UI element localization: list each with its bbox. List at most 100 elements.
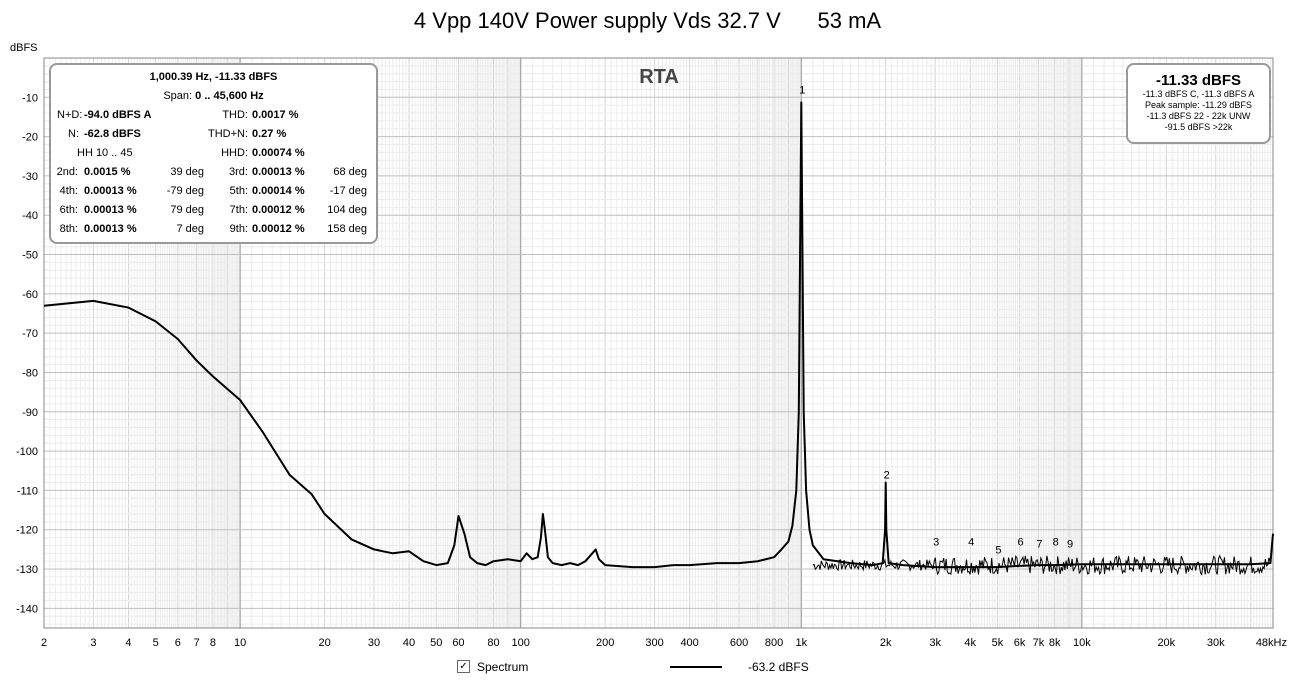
harmonic-label: 5th: [229, 185, 248, 197]
thdn-label: THD+N: [207, 128, 248, 140]
harmonic-label: 8th: [59, 223, 78, 235]
harmonic-row: 2nd: 0.0015 % 39 deg 3rd: 0.00013 % 68 d… [51, 166, 376, 184]
harmonic-marker-7: 7 [1036, 538, 1042, 550]
y-tick-label: -120 [16, 525, 38, 537]
harmonic-value: 0.00014 % [252, 185, 305, 197]
chart-title: 4 Vpp 140V Power supply Vds 32.7 V 53 mA [413, 8, 882, 33]
harmonic-label: 6th: [59, 204, 78, 216]
y-tick-label: -50 [22, 250, 38, 262]
y-tick-label: -10 [22, 92, 38, 104]
noise-floor [812, 554, 1271, 576]
hhd-value: 0.00074 % [252, 147, 305, 159]
harmonic-markers: 1 2 3 4 5 6 7 8 9 [799, 84, 1073, 556]
harmonic-phase: 79 deg [170, 204, 204, 216]
rms-main-value: -11.33 dBFS [1155, 72, 1242, 89]
x-tick-label: 3k [929, 637, 941, 649]
harmonic-label: 2nd: [56, 166, 78, 178]
spectrum-label[interactable]: Spectrum [477, 660, 529, 674]
harmonic-phase: 7 deg [176, 223, 204, 235]
harmonic-marker-3: 3 [933, 536, 939, 548]
x-tick-label: 6 [175, 637, 181, 649]
y-tick-label: -40 [22, 210, 38, 222]
legend-line-swatch [670, 666, 722, 668]
span-label: Span: [163, 90, 193, 102]
frequency-level-readout: 1,000.39 Hz, -11.33 dBFS [149, 71, 278, 83]
harmonic-label: 3rd: [229, 166, 248, 178]
harmonic-value: 0.00013 % [252, 166, 305, 178]
x-tick-label: 2 [41, 637, 47, 649]
x-tick-label: 6k [1014, 637, 1026, 649]
x-tick-label: 3 [90, 637, 96, 649]
thd-value: 0.0017 % [252, 109, 299, 121]
x-tick-label: 20 [318, 637, 330, 649]
spectrum-checkbox[interactable]: ✓ [457, 660, 470, 673]
x-tick-label: 800 [765, 637, 783, 649]
harmonic-marker-6: 6 [1018, 536, 1024, 548]
harmonic-phase: -17 deg [329, 185, 367, 197]
y-tick-label: -20 [22, 132, 38, 144]
legend: ✓ Spectrum -63.2 dBFS [0, 656, 1295, 680]
x-tick-label: 8k [1049, 637, 1061, 649]
harmonic-phase: 104 deg [327, 204, 367, 216]
harmonic-value: 0.00012 % [252, 223, 305, 235]
harmonic-marker-5: 5 [995, 544, 1001, 556]
y-tick-label: -80 [22, 367, 38, 379]
harmonic-marker-2: 2 [884, 470, 890, 482]
nd-label: N+D: [57, 109, 83, 121]
x-tick-label: 5k [992, 637, 1004, 649]
span-value: 0 .. 45,600 Hz [195, 90, 264, 102]
harmonic-value: 0.00013 % [84, 204, 137, 216]
plot-frame [43, 57, 1274, 629]
harmonic-marker-1: 1 [799, 84, 805, 96]
harmonic-row: 8th: 0.00013 % 7 deg 9th: 0.00012 % 158 … [51, 223, 376, 241]
n-label: N: [68, 128, 79, 140]
y-tick-label: -100 [16, 446, 38, 458]
harmonic-phase: 158 deg [327, 223, 367, 235]
harmonic-phase: 68 deg [333, 166, 367, 178]
harmonic-label: 4th: [59, 185, 78, 197]
x-tick-label: 20k [1157, 637, 1175, 649]
x-tick-label: 200 [596, 637, 614, 649]
harmonic-value: 0.00013 % [84, 223, 137, 235]
x-tick-label: 2k [880, 637, 892, 649]
harmonic-label: 9th: [229, 223, 248, 235]
x-tick-label: 48kHz [1256, 637, 1287, 649]
legend-level-value: -63.2 dBFS [748, 660, 809, 674]
x-tick-label: 10k [1073, 637, 1091, 649]
harmonic-label: 7th: [229, 204, 248, 216]
x-tick-label: 4k [964, 637, 976, 649]
x-tick-label: 100 [512, 637, 530, 649]
rta-label: RTA [639, 66, 679, 88]
rms-peak-sample: Peak sample: -11.29 dBFS [1145, 100, 1252, 110]
span-readout: Span: 0 .. 45,600 Hz [51, 90, 376, 102]
x-tick-label: 300 [645, 637, 663, 649]
y-tick-labels: -10 -20 -30 -40 -50 -60 -70 -80 -90 -100 -110 -120 -… [16, 92, 38, 615]
y-tick-label: -70 [22, 328, 38, 340]
harmonic-row: 4th: 0.00013 % -79 deg 5th: 0.00014 % -1… [51, 185, 376, 203]
rms-level-box[interactable]: -11.33 dBFS -11.3 dBFS C, -11.3 dBFS A P… [1126, 63, 1271, 144]
y-axis-label: dBFS [10, 42, 38, 54]
x-tick-label: 8 [210, 637, 216, 649]
harmonic-marker-8: 8 [1053, 536, 1059, 548]
x-tick-label: 1k [795, 637, 807, 649]
x-tick-label: 5 [153, 637, 159, 649]
x-tick-label: 600 [730, 637, 748, 649]
x-tick-labels: 2 3 4 5 6 7 8 10 20 30 40 50 60 80 100 200 300 400 600 800 1… [41, 637, 1287, 649]
x-tick-label: 40 [403, 637, 415, 649]
thdn-value: 0.27 % [252, 128, 287, 140]
x-tick-label: 80 [487, 637, 499, 649]
distortion-info-box[interactable]: 1,000.39 Hz, -11.33 dBFS Span: 0 .. 45,6… [49, 63, 378, 244]
x-tick-label: 7 [194, 637, 200, 649]
x-tick-label: 30 [368, 637, 380, 649]
x-tick-label: 50 [430, 637, 442, 649]
x-tick-label: 10 [234, 637, 246, 649]
harmonic-phase: -79 deg [166, 185, 204, 197]
x-tick-label: 400 [680, 637, 698, 649]
y-tick-label: -90 [22, 407, 38, 419]
x-tick-label: 60 [452, 637, 464, 649]
noise-trace [812, 554, 1271, 576]
harmonic-marker-4: 4 [968, 536, 974, 548]
hh-label: HH 10 .. 45 [77, 147, 133, 159]
x-tick-label: 30k [1207, 637, 1225, 649]
